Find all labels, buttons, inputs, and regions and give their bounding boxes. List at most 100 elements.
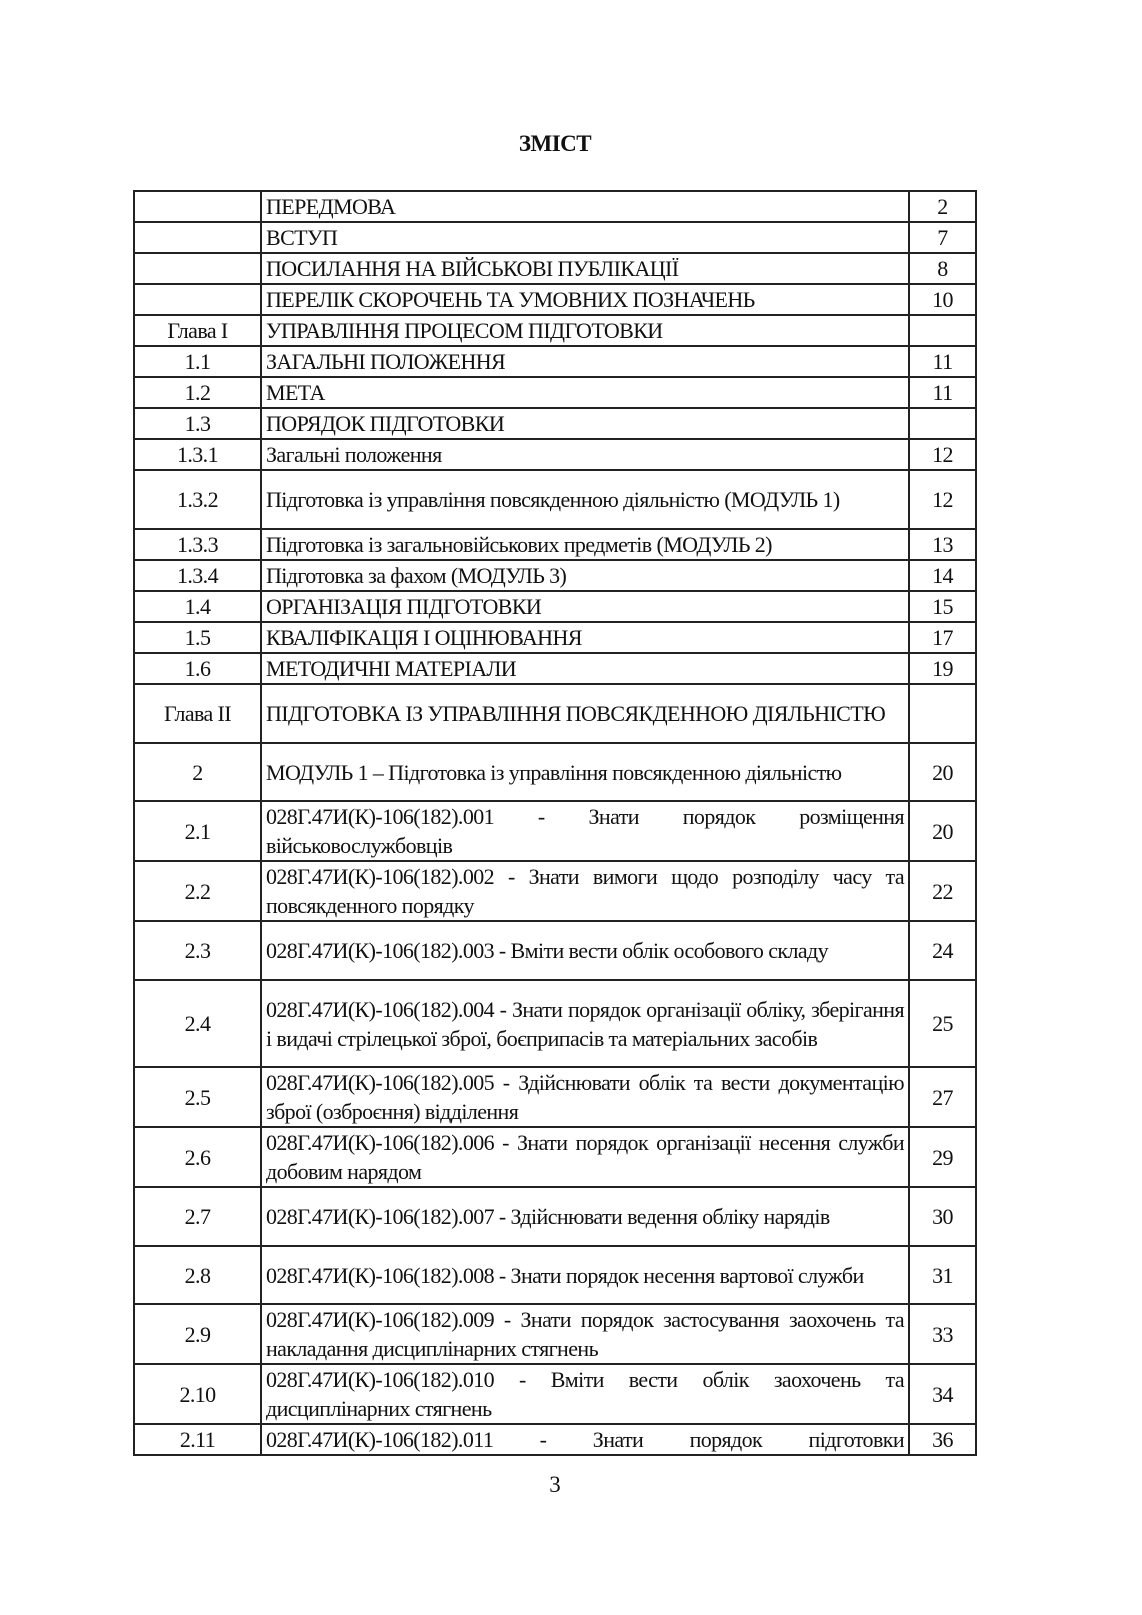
- toc-section-number: [133, 221, 262, 254]
- toc-section-number: [133, 190, 262, 223]
- toc-section-title: 028Г.47И(К)-106(182).001 - Знати порядок…: [260, 800, 910, 862]
- toc-section-title: МОДУЛЬ 1 – Підготовка із управління повс…: [260, 742, 910, 802]
- toc-page-number: 25: [908, 979, 977, 1068]
- toc-section-title: УПРАВЛІННЯ ПРОЦЕСОМ ПІДГОТОВКИ: [260, 314, 910, 347]
- toc-row: 2.10 028Г.47И(К)-106(182).010 - Вміти вес…: [133, 1363, 977, 1425]
- toc-page-number: 24: [908, 920, 977, 981]
- toc-section-number: 1.3.3: [133, 528, 262, 561]
- toc-section-number: 1.3.2: [133, 469, 262, 530]
- toc-page-number: 29: [908, 1126, 977, 1188]
- toc-page-number: 20: [908, 742, 977, 802]
- toc-page-number: 31: [908, 1245, 977, 1305]
- toc-row: 2 МОДУЛЬ 1 – Підготовка із управління пов…: [133, 742, 977, 802]
- toc-row: 2.8 028Г.47И(К)-106(182).008 - Знати поря…: [133, 1245, 977, 1305]
- toc-section-number: 1.6: [133, 652, 262, 685]
- toc-row: 1.5 КВАЛІФІКАЦІЯ І ОЦІНЮВАННЯ 17: [133, 621, 977, 654]
- toc-section-number: 2.7: [133, 1186, 262, 1247]
- toc-section-number: 2.4: [133, 979, 262, 1068]
- toc-row: ПЕРЕЛІК СКОРОЧЕНЬ ТА УМОВНИХ ПОЗНАЧЕНЬ 10: [133, 283, 977, 316]
- toc-row: 2.11 028Г.47И(К)-106(182).011 - Знати пор…: [133, 1423, 977, 1456]
- toc-row: 1.1 ЗАГАЛЬНІ ПОЛОЖЕННЯ 11: [133, 345, 977, 378]
- toc-row: Глава І УПРАВЛІННЯ ПРОЦЕСОМ ПІДГОТОВКИ: [133, 314, 977, 347]
- toc-section-title: КВАЛІФІКАЦІЯ І ОЦІНЮВАННЯ: [260, 621, 910, 654]
- toc-section-number: Глава І: [133, 314, 262, 347]
- toc-section-title: ПЕРЕЛІК СКОРОЧЕНЬ ТА УМОВНИХ ПОЗНАЧЕНЬ: [260, 283, 910, 316]
- toc-section-number: 2.5: [133, 1066, 262, 1128]
- toc-section-number: 1.4: [133, 590, 262, 623]
- toc-section-title: МЕТА: [260, 376, 910, 409]
- toc-section-number: 1.3.1: [133, 438, 262, 471]
- toc-section-number: 2.3: [133, 920, 262, 981]
- toc-section-number: 1.3: [133, 407, 262, 440]
- toc-section-number: 2.11: [133, 1423, 262, 1456]
- page-title: ЗМІСТ: [518, 131, 592, 156]
- toc-page-number: 15: [908, 590, 977, 623]
- toc-page-number: 20: [908, 800, 977, 862]
- toc-section-title: 028Г.47И(К)-106(182).005 - Здійснювати о…: [260, 1066, 910, 1128]
- toc-row: 1.2 МЕТА 11: [133, 376, 977, 409]
- toc-row: 1.3.3 Підготовка із загальновійськових пр…: [133, 528, 977, 561]
- toc-row: 1.3.2 Підготовка із управління повсякденн…: [133, 469, 977, 530]
- toc-section-title: Підготовка із загальновійськових предмет…: [260, 528, 910, 561]
- toc-section-title: ЗАГАЛЬНІ ПОЛОЖЕННЯ: [260, 345, 910, 378]
- toc-section-title: 028Г.47И(К)-106(182).003 - Вміти вести о…: [260, 920, 910, 981]
- toc-section-number: [133, 283, 262, 316]
- toc-section-title: ПОСИЛАННЯ НА ВІЙСЬКОВІ ПУБЛІКАЦІЇ: [260, 252, 910, 285]
- toc-page-number: 19: [908, 652, 977, 685]
- toc-page-number: 30: [908, 1186, 977, 1247]
- table-of-contents: ПЕРЕДМОВА 2 ВСТУП 7 ПОСИЛАННЯ НА ВІЙСЬКОВІ П…: [133, 190, 977, 1456]
- toc-page-number: 27: [908, 1066, 977, 1128]
- toc-section-title: 028Г.47И(К)-106(182).008 - Знати порядок…: [260, 1245, 910, 1305]
- toc-section-number: 2.1: [133, 800, 262, 862]
- toc-row: ПЕРЕДМОВА 2: [133, 190, 977, 223]
- toc-section-title: ВСТУП: [260, 221, 910, 254]
- toc-page-number: 12: [908, 438, 977, 471]
- toc-row: 1.4 ОРГАНІЗАЦІЯ ПІДГОТОВКИ 15: [133, 590, 977, 623]
- toc-page-number: 17: [908, 621, 977, 654]
- toc-section-title: Загальні положення: [260, 438, 910, 471]
- toc-section-number: 2.10: [133, 1363, 262, 1425]
- toc-row: ПОСИЛАННЯ НА ВІЙСЬКОВІ ПУБЛІКАЦІЇ 8: [133, 252, 977, 285]
- toc-page-number: 33: [908, 1303, 977, 1365]
- toc-row: Глава ІІ ПІДГОТОВКА ІЗ УПРАВЛІННЯ ПОВСЯКД…: [133, 683, 977, 744]
- toc-section-number: 2: [133, 742, 262, 802]
- toc-section-title: Підготовка за фахом (МОДУЛЬ 3): [260, 559, 910, 592]
- toc-section-title: 028Г.47И(К)-106(182).004 - Знати порядок…: [260, 979, 910, 1068]
- toc-section-number: Глава ІІ: [133, 683, 262, 744]
- toc-section-title: 028Г.47И(К)-106(182).009 - Знати порядок…: [260, 1303, 910, 1365]
- toc-row: 1.3.4 Підготовка за фахом (МОДУЛЬ 3) 14: [133, 559, 977, 592]
- toc-page-number: 10: [908, 283, 977, 316]
- toc-section-title: ОРГАНІЗАЦІЯ ПІДГОТОВКИ: [260, 590, 910, 623]
- toc-section-title: 028Г.47И(К)-106(182).002 - Знати вимоги …: [260, 860, 910, 922]
- toc-page-number: 34: [908, 1363, 977, 1425]
- toc-row: 2.9 028Г.47И(К)-106(182).009 - Знати поря…: [133, 1303, 977, 1365]
- toc-page-number: 22: [908, 860, 977, 922]
- toc-page-number: 14: [908, 559, 977, 592]
- toc-section-title: ПЕРЕДМОВА: [260, 190, 910, 223]
- toc-page-number: 8: [908, 252, 977, 285]
- toc-section-title: МЕТОДИЧНІ МАТЕРІАЛИ: [260, 652, 910, 685]
- toc-page-number: [908, 683, 977, 744]
- toc-row: 2.2 028Г.47И(К)-106(182).002 - Знати вимо…: [133, 860, 977, 922]
- toc-row: 2.7 028Г.47И(К)-106(182).007 - Здійснюват…: [133, 1186, 977, 1247]
- toc-section-number: 2.2: [133, 860, 262, 922]
- toc-section-title: 028Г.47И(К)-106(182).010 - Вміти вести о…: [260, 1363, 910, 1425]
- toc-section-title: Підготовка із управління повсякденною ді…: [260, 469, 910, 530]
- toc-section-title: ПІДГОТОВКА ІЗ УПРАВЛІННЯ ПОВСЯКДЕННОЮ ДІ…: [260, 683, 910, 744]
- toc-section-number: [133, 252, 262, 285]
- toc-section-number: 1.2: [133, 376, 262, 409]
- toc-page-number: 7: [908, 221, 977, 254]
- toc-page-number: 2: [908, 190, 977, 223]
- toc-row: 1.6 МЕТОДИЧНІ МАТЕРІАЛИ 19: [133, 652, 977, 685]
- toc-section-title: 028Г.47И(К)-106(182).011 - Знати порядок…: [260, 1423, 910, 1456]
- toc-row: 2.5 028Г.47И(К)-106(182).005 - Здійснюват…: [133, 1066, 977, 1128]
- toc-row: 2.6 028Г.47И(К)-106(182).006 - Знати поря…: [133, 1126, 977, 1188]
- toc-page-number: 11: [908, 376, 977, 409]
- toc-row: 1.3.1 Загальні положення 12: [133, 438, 977, 471]
- toc-page-number: 11: [908, 345, 977, 378]
- toc-page-number: 12: [908, 469, 977, 530]
- toc-row: 2.4 028Г.47И(К)-106(182).004 - Знати поря…: [133, 979, 977, 1068]
- toc-page-number: 36: [908, 1423, 977, 1456]
- toc-row: 1.3 ПОРЯДОК ПІДГОТОВКИ: [133, 407, 977, 440]
- toc-section-number: 1.3.4: [133, 559, 262, 592]
